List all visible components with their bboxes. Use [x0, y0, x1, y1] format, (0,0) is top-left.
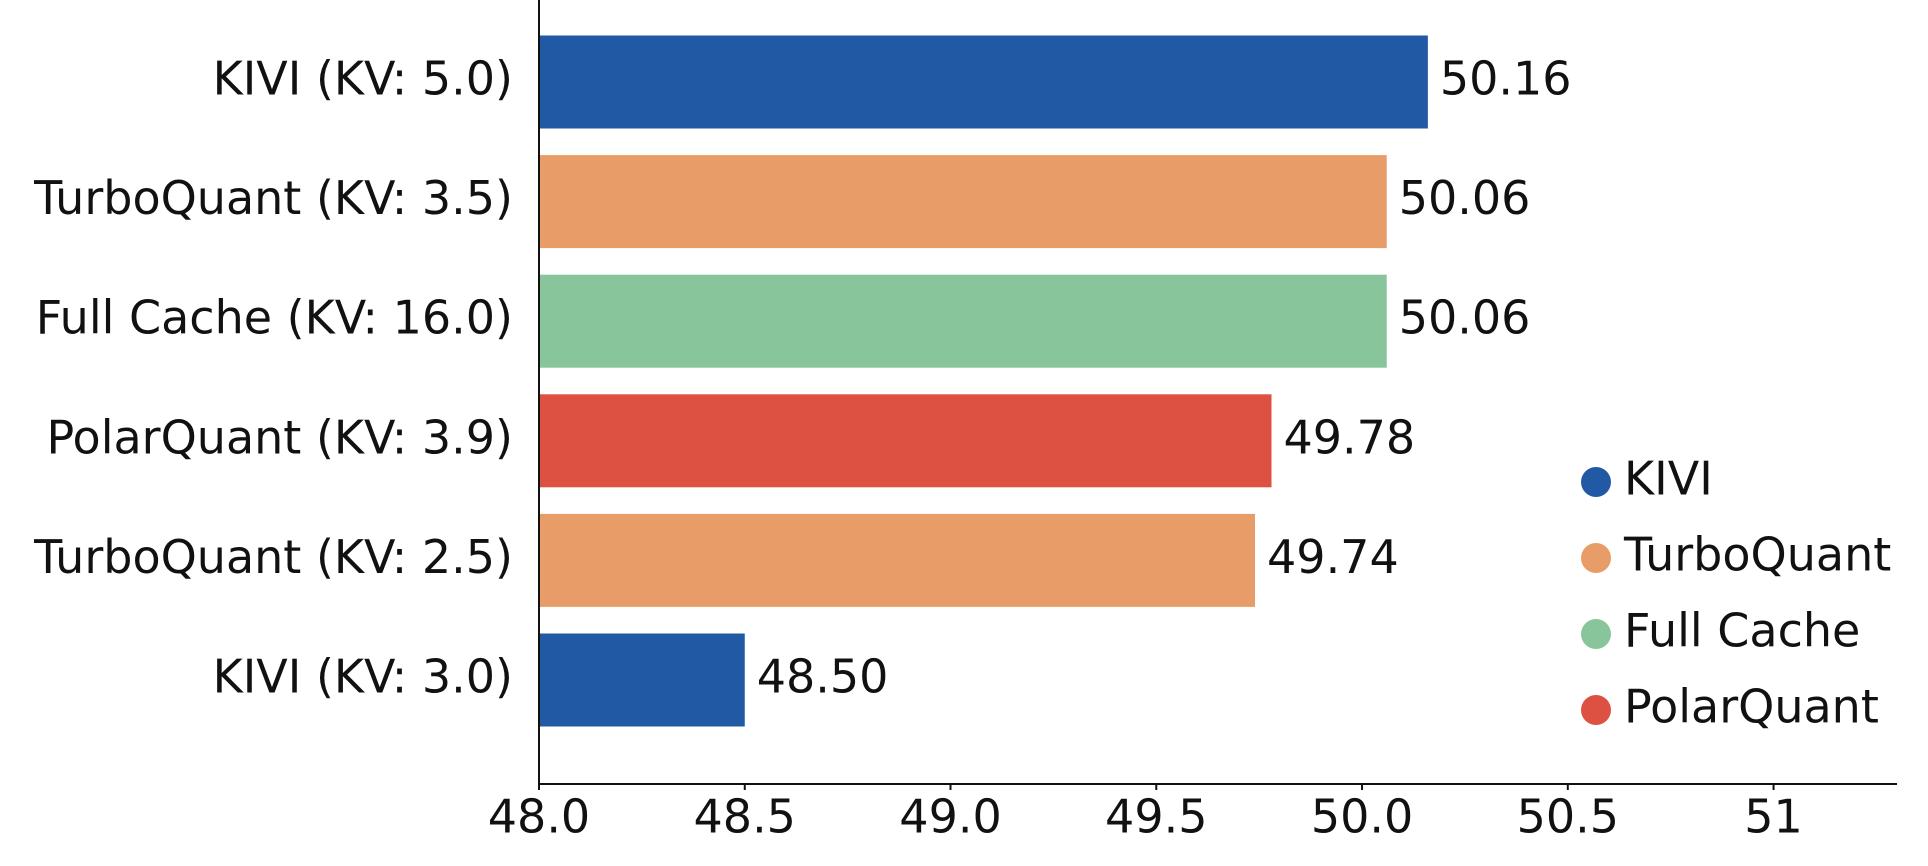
y-tick-label: TurboQuant (KV: 3.5) [33, 171, 513, 225]
value-label: 49.78 [1283, 410, 1415, 464]
x-tick-label: 49.0 [899, 790, 1001, 844]
bar [539, 35, 1428, 129]
legend-label: Full Cache [1624, 604, 1860, 658]
legend-marker [1581, 467, 1611, 497]
value-label: 50.16 [1440, 52, 1572, 106]
bar [539, 513, 1256, 607]
legend-marker [1581, 543, 1611, 573]
bar [539, 633, 745, 727]
legend-label: TurboQuant [1623, 528, 1891, 582]
legend-marker [1581, 619, 1611, 649]
value-label: 48.50 [757, 650, 889, 704]
value-label: 49.74 [1267, 530, 1399, 584]
bar [539, 155, 1387, 249]
x-tick-label: 48.5 [694, 790, 796, 844]
legend-label: KIVI [1624, 452, 1713, 506]
y-tick-label: KIVI (KV: 5.0) [213, 52, 513, 106]
legend-label: PolarQuant [1624, 680, 1879, 734]
value-label: 50.06 [1399, 291, 1531, 345]
x-tick-label: 48.0 [488, 790, 590, 844]
x-tick-label: 49.5 [1105, 790, 1207, 844]
y-tick-label: PolarQuant (KV: 3.9) [46, 410, 513, 464]
x-tick-label: 50.0 [1311, 790, 1413, 844]
bar [539, 274, 1387, 368]
x-tick-label: 50.5 [1517, 790, 1619, 844]
value-label: 50.06 [1399, 171, 1531, 225]
y-tick-label: Full Cache (KV: 16.0) [36, 291, 513, 345]
y-tick-label: KIVI (KV: 3.0) [213, 650, 513, 704]
bar [539, 394, 1272, 488]
x-tick-label: 51 [1744, 790, 1803, 844]
y-tick-label: TurboQuant (KV: 2.5) [33, 530, 513, 584]
legend-marker [1581, 695, 1611, 725]
